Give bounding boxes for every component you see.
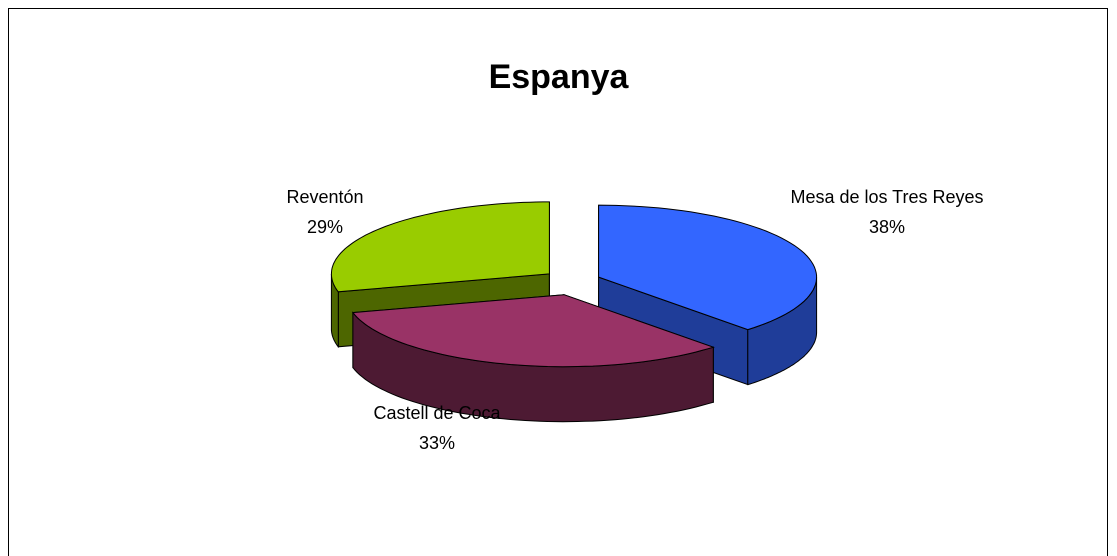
chart-frame xyxy=(8,8,1108,556)
data-label: Castell de Coca 33% xyxy=(337,398,537,458)
slice-top xyxy=(598,204,818,331)
category-label: Reventón xyxy=(286,187,364,207)
value-label: 38% xyxy=(868,217,906,237)
data-label: Mesa de los Tres Reyes 38% xyxy=(782,182,992,242)
slice-top xyxy=(351,294,715,368)
category-label: Castell de Coca xyxy=(373,403,501,423)
data-label: Reventón 29% xyxy=(250,182,400,242)
chart-title: Espanya xyxy=(488,58,629,96)
slice-top xyxy=(330,201,550,293)
value-label: 29% xyxy=(306,217,344,237)
category-label: Mesa de los Tres Reyes xyxy=(790,187,984,207)
value-label: 33% xyxy=(418,433,456,453)
